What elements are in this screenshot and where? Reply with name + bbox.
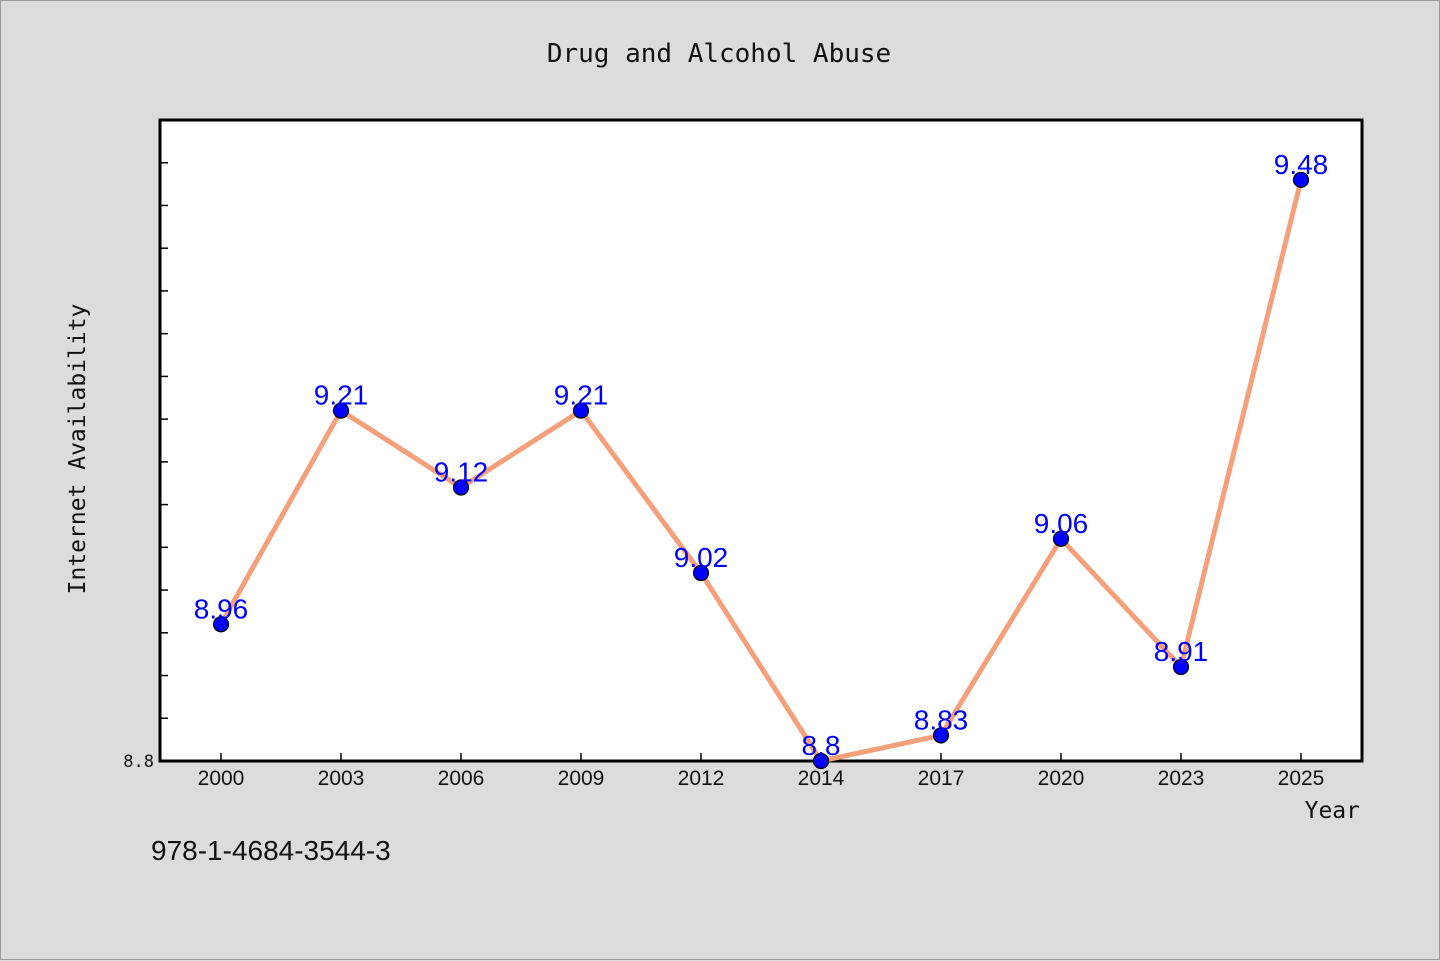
y-axis-ticks: 8.8 <box>123 119 168 772</box>
x-tick-label: 2009 <box>558 767 605 790</box>
data-label: 8.8 <box>802 730 841 761</box>
x-axis-label: Year <box>1305 798 1360 824</box>
data-point <box>1052 530 1070 547</box>
x-tick-label: 2003 <box>318 767 365 790</box>
footnote-isbn: 978-1-4684-3544-3 <box>151 835 391 866</box>
data-point <box>812 752 830 770</box>
x-axis-ticks: 2000 2003 2006 2009 2012 2014 2017 2020 2023 2025 <box>198 753 1325 790</box>
y-tick-label: 8.8 <box>123 752 154 772</box>
data-label: 9.21 <box>554 380 609 411</box>
data-markers <box>212 171 1310 770</box>
data-label: 9.12 <box>434 457 489 488</box>
x-tick-label: 2012 <box>678 767 725 790</box>
data-label: 8.91 <box>1154 636 1209 667</box>
series-line <box>218 177 1304 764</box>
x-tick-label: 2014 <box>798 767 845 790</box>
data-label: 9.06 <box>1034 508 1089 539</box>
x-tick-label: 2020 <box>1038 767 1085 790</box>
y-axis-label: Internet Availability <box>65 304 91 595</box>
series-line-group <box>218 177 1304 764</box>
x-tick-label: 2023 <box>1158 767 1205 790</box>
data-label: 8.83 <box>914 704 969 735</box>
x-tick-label: 2025 <box>1278 767 1325 790</box>
data-point <box>452 479 470 496</box>
chart-title: Drug and Alcohol Abuse <box>547 39 891 69</box>
data-point <box>1292 171 1310 188</box>
data-point <box>332 402 350 419</box>
x-tick-label: 2000 <box>198 767 245 790</box>
data-point <box>572 402 590 419</box>
x-tick-label: 2017 <box>918 767 965 790</box>
data-label: 9.02 <box>674 542 729 573</box>
data-label: 9.48 <box>1274 149 1329 180</box>
x-tick-label: 2006 <box>438 767 485 790</box>
data-label: 8.96 <box>194 593 249 624</box>
data-point <box>692 564 710 582</box>
plot-area <box>158 118 1364 763</box>
data-point <box>932 727 950 744</box>
data-point <box>1172 658 1190 676</box>
data-labels: 8.96 9.21 9.12 9.21 9.02 8.8 8.83 9.06 8.91 9.48 <box>194 149 1329 761</box>
data-point <box>212 616 230 633</box>
data-label: 9.21 <box>314 380 369 411</box>
